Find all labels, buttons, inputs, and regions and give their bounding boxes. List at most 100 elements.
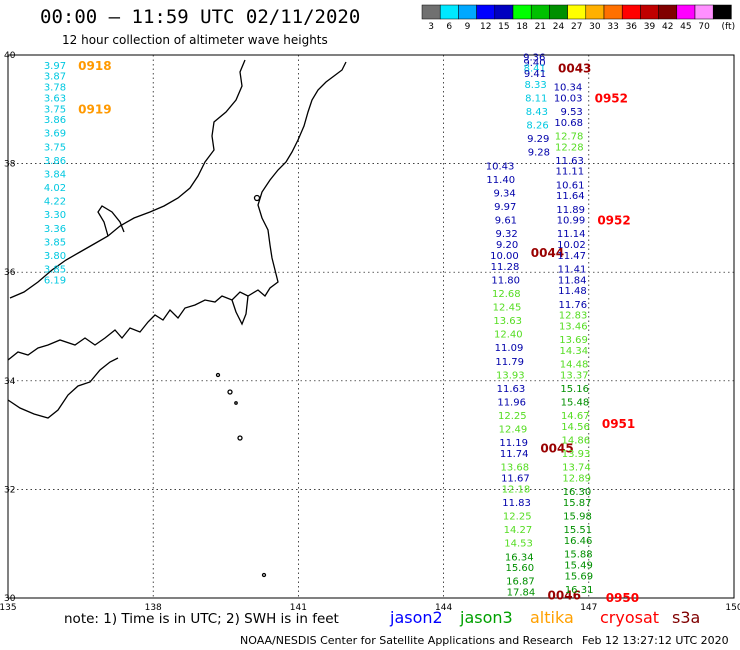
wave-height-value: 15.60 [505, 563, 534, 574]
wave-height-value: 13.93 [496, 370, 525, 381]
wave-height-value: 14.56 [561, 422, 590, 433]
pass-time-label: 0919 [78, 102, 111, 116]
wave-height-value: 11.96 [497, 398, 526, 409]
wave-height-value: 11.09 [495, 343, 524, 354]
wave-height-value: 3.30 [44, 210, 66, 221]
legend-jason3: jason3 [460, 608, 513, 627]
wave-height-value: 15.69 [565, 571, 594, 582]
wave-height-value: 11.74 [500, 449, 529, 460]
legend-swatch [676, 4, 696, 20]
latitude-label: 36 [4, 268, 16, 278]
legend-label: 70 [698, 22, 710, 32]
wave-height-value: 9.61 [495, 216, 517, 227]
wave-height-value: 14.67 [561, 411, 590, 422]
wave-height-value: 10.03 [554, 93, 583, 104]
wave-height-value: 10.99 [557, 216, 586, 227]
wave-height-value: 11.84 [558, 275, 587, 286]
cryosat-mid-track: 9.369.408.419.418.33 8.11 8.43 8.26 9.29 9.28… [523, 53, 591, 159]
latitude-label: 30 [4, 594, 16, 604]
wave-height-value: 16.31 [565, 585, 594, 596]
pass-time-label: 0951 [602, 417, 635, 431]
wave-height-value: 3.87 [44, 72, 66, 83]
wave-height-value: 15.98 [563, 512, 592, 523]
wave-height-value: 15.16 [560, 384, 589, 395]
latitude-label: 38 [4, 160, 16, 170]
wave-height-value: 13.46 [559, 322, 588, 333]
wave-height-value: 4.02 [44, 183, 66, 194]
legend-swatch [567, 4, 587, 20]
wave-height-value: 3.75 [44, 104, 66, 115]
legend-label: 18 [516, 22, 528, 32]
legend-swatch [658, 4, 678, 20]
wave-height-value: 12.25 [503, 512, 532, 523]
wave-height-value: 10.00 [490, 251, 519, 262]
wave-height-value: 11.63 [497, 384, 526, 395]
wave-height-value: 9.32 [495, 229, 517, 240]
wave-height-value: 11.67 [501, 474, 530, 485]
wave-height-value: 3.75 [44, 142, 66, 153]
wave-height-value: 14.53 [504, 539, 533, 550]
wave-height-value: 11.47 [557, 251, 586, 262]
legend-swatch [694, 4, 714, 20]
legend-label: 6 [446, 22, 452, 32]
footer-credit: NOAA/NESDIS Center for Satellite Applica… [240, 634, 574, 647]
wave-height-value: 12.78 [555, 131, 584, 142]
wave-height-value: 11.40 [486, 175, 515, 186]
legend-swatch [494, 4, 514, 20]
wave-height-value: 14.34 [559, 346, 588, 357]
wave-height-value: 14.86 [561, 436, 590, 447]
wave-height-value: 16.46 [564, 536, 593, 547]
latitude-label: 40 [4, 51, 16, 61]
longitude-label: 147 [580, 603, 597, 613]
footer-timestamp: Feb 12 13:27:12 UTC 2020 [582, 634, 729, 647]
pass-time-label: 0950 [606, 591, 639, 605]
wave-height-value: 14.48 [560, 360, 589, 371]
wave-height-value: 11.76 [558, 300, 587, 311]
wave-height-value: 8.11 [525, 93, 547, 104]
wave-height-value: 11.79 [495, 357, 524, 368]
legend-altika: altika [530, 608, 574, 627]
wave-height-value: 9.20 [496, 240, 518, 251]
satellite-tracks: 3.973.873.783.633.753.863.693.753.863.84… [44, 53, 639, 605]
legend-label: 39 [644, 22, 656, 32]
pass-time-label: 0044 [531, 246, 564, 260]
legend-swatch [512, 4, 532, 20]
longitude-label: 135 [0, 603, 17, 613]
map-subtitle: 12 hour collection of altimeter wave hei… [62, 33, 328, 47]
legend-swatch [585, 4, 605, 20]
wave-height-value: 9.41 [524, 69, 546, 80]
wave-height-value: 9.29 [527, 134, 549, 145]
wave-height-value: 3.69 [44, 129, 66, 140]
legend-swatch [421, 4, 441, 20]
wave-height-value: 9.28 [528, 148, 550, 159]
map-frame [7, 54, 735, 599]
wave-height-value: 13.93 [562, 449, 591, 460]
wave-height-value: 9.53 [561, 107, 583, 118]
wave-height-value: 15.87 [563, 498, 592, 509]
wave-height-value: 3.97 [44, 61, 66, 72]
wave-height-value: 10.34 [554, 83, 583, 94]
wave-height-value: 11.11 [556, 167, 585, 178]
wave-height-value: 14.27 [504, 525, 533, 536]
legend-label: 33 [607, 22, 618, 32]
wave-height-value: 3.36 [44, 224, 66, 235]
legend-label: 21 [535, 22, 546, 32]
longitude-label: 138 [145, 603, 162, 613]
wave-height-value: 8.41 [524, 64, 546, 75]
legend-label: 36 [626, 22, 638, 32]
map-title: 00:00 – 11:59 UTC 02/11/2020 [40, 6, 361, 28]
legend-swatch [458, 4, 477, 20]
latitude-label: 34 [4, 377, 16, 387]
legend-swatch [549, 4, 568, 20]
wave-height-value: 13.68 [501, 463, 530, 474]
legend-swatch [621, 4, 641, 20]
wave-height-value: 10.43 [486, 161, 515, 172]
altika-track: 3.973.873.783.633.753.863.693.753.863.84… [44, 59, 112, 286]
wave-height-value: 8.43 [526, 107, 548, 118]
longitude-label: 141 [290, 603, 307, 613]
wave-height-value: 8.33 [524, 80, 546, 91]
wave-height-value: 12.25 [498, 411, 527, 422]
wave-height-value: 3.63 [44, 93, 66, 104]
pass-time-label: 0046 [548, 588, 581, 602]
